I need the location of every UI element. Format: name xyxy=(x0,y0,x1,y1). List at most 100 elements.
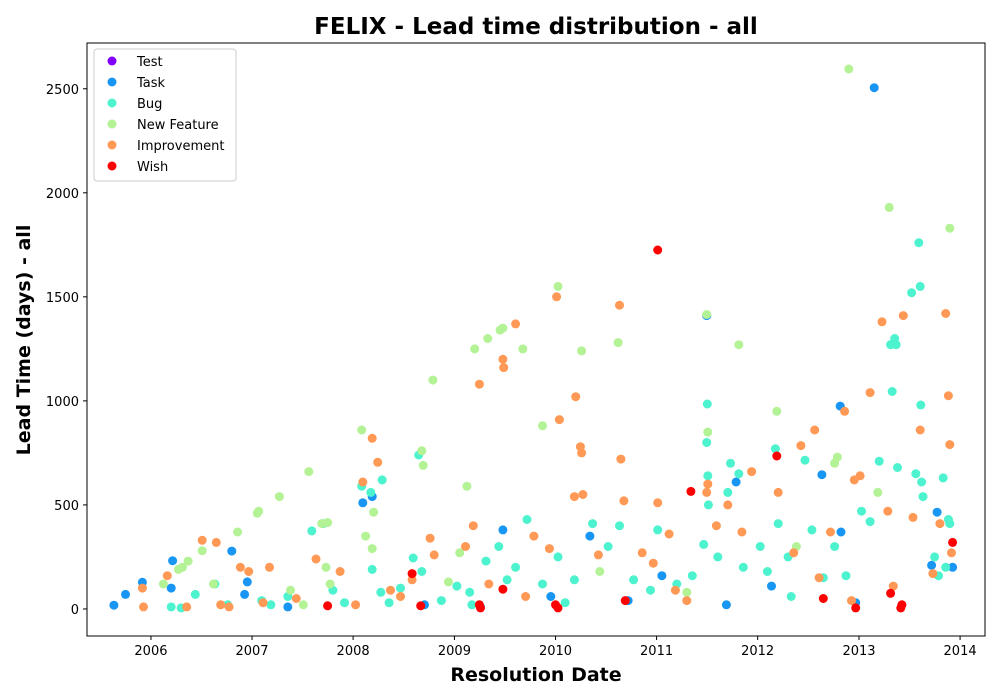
point-improvement xyxy=(796,441,806,451)
point-bug xyxy=(511,562,521,572)
point-new-feature xyxy=(945,223,955,233)
point-improvement xyxy=(682,596,692,606)
point-improvement xyxy=(702,487,712,497)
point-task xyxy=(240,589,250,599)
point-improvement xyxy=(943,391,953,401)
point-bug xyxy=(893,463,902,472)
legend-label: Test xyxy=(136,55,163,70)
plot-frame xyxy=(86,42,986,637)
point-improvement xyxy=(554,415,564,425)
legend: Test Task Bug New Feature Improvement Wish xyxy=(93,48,237,182)
points-layer xyxy=(109,64,958,613)
point-improvement xyxy=(615,300,624,310)
point-bug xyxy=(588,519,598,529)
legend-label: Bug xyxy=(137,97,162,112)
point-task xyxy=(121,589,130,599)
point-improvement xyxy=(211,537,221,547)
point-bug xyxy=(522,515,532,524)
y-tick-label: 1000 xyxy=(46,395,79,410)
point-improvement xyxy=(703,479,713,489)
point-task xyxy=(227,546,237,556)
point-wish xyxy=(818,594,828,603)
point-improvement xyxy=(653,498,663,508)
point-improvement xyxy=(425,533,435,543)
point-improvement xyxy=(883,506,893,516)
point-bug xyxy=(945,519,955,529)
point-new-feature xyxy=(682,587,692,597)
point-improvement xyxy=(773,487,783,497)
point-bug xyxy=(762,567,772,576)
point-new-feature xyxy=(553,281,563,291)
point-improvement xyxy=(216,600,226,610)
point-improvement xyxy=(888,581,898,591)
point-wish xyxy=(851,603,861,613)
point-bug xyxy=(874,456,884,466)
point-improvement xyxy=(137,583,147,593)
point-bug xyxy=(367,564,377,574)
point-bug xyxy=(436,596,446,606)
point-improvement xyxy=(351,600,361,610)
point-wish xyxy=(323,601,333,611)
point-improvement xyxy=(789,548,799,558)
point-task xyxy=(817,470,827,480)
point-new-feature xyxy=(613,338,623,348)
x-tick-label: 2006 xyxy=(134,644,167,659)
point-bug xyxy=(603,542,613,551)
point-bug xyxy=(396,583,405,593)
point-improvement xyxy=(484,579,494,589)
point-improvement xyxy=(814,573,824,583)
point-improvement xyxy=(139,602,148,612)
point-improvement xyxy=(847,596,856,606)
point-improvement xyxy=(367,433,377,443)
point-bug xyxy=(773,519,783,529)
point-new-feature xyxy=(304,467,314,477)
point-task xyxy=(927,560,937,570)
point-improvement xyxy=(855,471,865,481)
point-new-feature xyxy=(832,452,842,462)
point-bug xyxy=(887,387,897,396)
x-tick-label: 2011 xyxy=(640,644,673,659)
point-improvement xyxy=(529,531,539,541)
point-improvement xyxy=(723,500,733,510)
point-bug xyxy=(857,506,866,516)
point-bug xyxy=(481,556,491,566)
point-task xyxy=(166,583,176,593)
point-improvement xyxy=(945,440,955,450)
point-new-feature xyxy=(254,506,264,516)
legend-label: Improvement xyxy=(137,139,224,154)
point-improvement xyxy=(498,354,508,364)
point-bug xyxy=(376,587,386,597)
point-new-feature xyxy=(577,346,587,356)
point-improvement xyxy=(569,492,579,502)
x-tick-label: 2012 xyxy=(741,644,774,659)
point-improvement xyxy=(947,548,956,558)
point-new-feature xyxy=(483,334,493,343)
point-new-feature xyxy=(178,562,187,572)
point-improvement xyxy=(616,454,626,464)
point-new-feature xyxy=(367,544,377,554)
point-bug xyxy=(408,553,418,563)
point-bug xyxy=(538,579,547,589)
point-improvement xyxy=(468,521,478,531)
point-new-feature xyxy=(233,527,243,537)
point-task xyxy=(869,83,879,93)
y-axis-ticks: 0 500 1000 1500 2000 2500 xyxy=(46,83,87,618)
point-improvement xyxy=(396,592,405,601)
point-task xyxy=(731,477,741,487)
point-improvement xyxy=(935,519,945,529)
point-improvement xyxy=(737,527,747,537)
point-new-feature xyxy=(357,425,367,435)
point-new-feature xyxy=(323,518,333,528)
point-improvement xyxy=(429,550,439,560)
legend-box xyxy=(93,48,237,182)
x-tick-label: 2008 xyxy=(337,644,370,659)
point-new-feature xyxy=(183,556,193,566)
point-bug xyxy=(865,517,875,527)
point-bug xyxy=(941,562,951,572)
point-new-feature xyxy=(417,446,427,456)
point-improvement xyxy=(335,567,345,576)
point-bug xyxy=(713,552,723,562)
point-new-feature xyxy=(734,340,744,350)
point-improvement xyxy=(235,562,245,572)
legend-label: New Feature xyxy=(137,118,219,133)
